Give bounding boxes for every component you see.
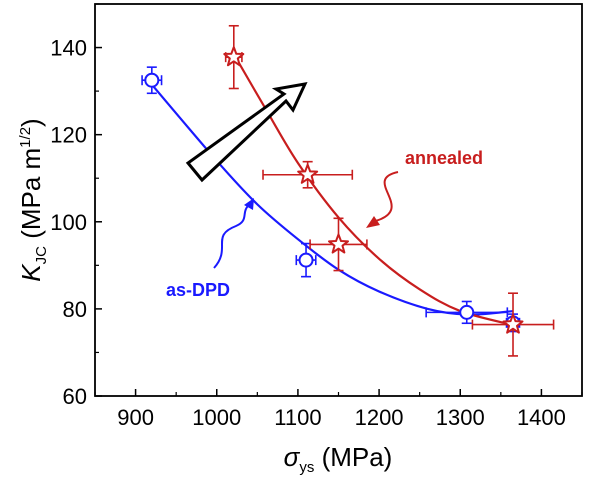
data-point-circle bbox=[425, 300, 509, 325]
annotation-annealed: annealed bbox=[405, 148, 483, 168]
star-marker bbox=[327, 233, 350, 254]
data-point-circle bbox=[141, 66, 163, 95]
circle-marker bbox=[144, 72, 160, 88]
data-point-circle bbox=[295, 242, 317, 278]
as-dpd-pointer bbox=[213, 198, 254, 269]
star-marker bbox=[502, 313, 524, 334]
y-tick-label: 60 bbox=[63, 384, 87, 409]
y-tick-label: 80 bbox=[63, 297, 87, 322]
y-axis-label: KJC (MPa m1/2) bbox=[16, 118, 50, 281]
x-tick-label: 1300 bbox=[436, 405, 485, 430]
y-tick-label: 120 bbox=[50, 123, 87, 148]
trend-arrow bbox=[185, 82, 308, 183]
circle-marker bbox=[298, 252, 314, 268]
y-tick-label: 140 bbox=[50, 36, 87, 61]
axis-ticks: 900 1000 1100 1200 1300 1400 60 80 100 120 140 bbox=[50, 3, 583, 430]
star-marker bbox=[297, 163, 319, 184]
fit-curve-star bbox=[232, 53, 514, 327]
x-axis-label: σys (MPa) bbox=[284, 442, 393, 476]
x-tick-label: 1000 bbox=[192, 405, 241, 430]
data-point-star bbox=[471, 292, 555, 357]
circle-marker bbox=[459, 304, 475, 320]
annotation-as-dpd: as-DPD bbox=[166, 280, 230, 300]
data-series bbox=[141, 24, 555, 357]
star-marker bbox=[223, 46, 245, 67]
x-tick-label: 1200 bbox=[355, 405, 404, 430]
data-point-star bbox=[309, 217, 368, 272]
x-tick-label: 1400 bbox=[517, 405, 566, 430]
x-tick-label: 1100 bbox=[274, 405, 321, 430]
plot-frame bbox=[94, 3, 583, 397]
x-tick-label: 900 bbox=[117, 405, 154, 430]
data-point-star bbox=[262, 160, 354, 189]
data-point-star bbox=[223, 24, 245, 90]
annealed-pointer bbox=[366, 171, 399, 228]
y-tick-label: 100 bbox=[50, 210, 87, 235]
